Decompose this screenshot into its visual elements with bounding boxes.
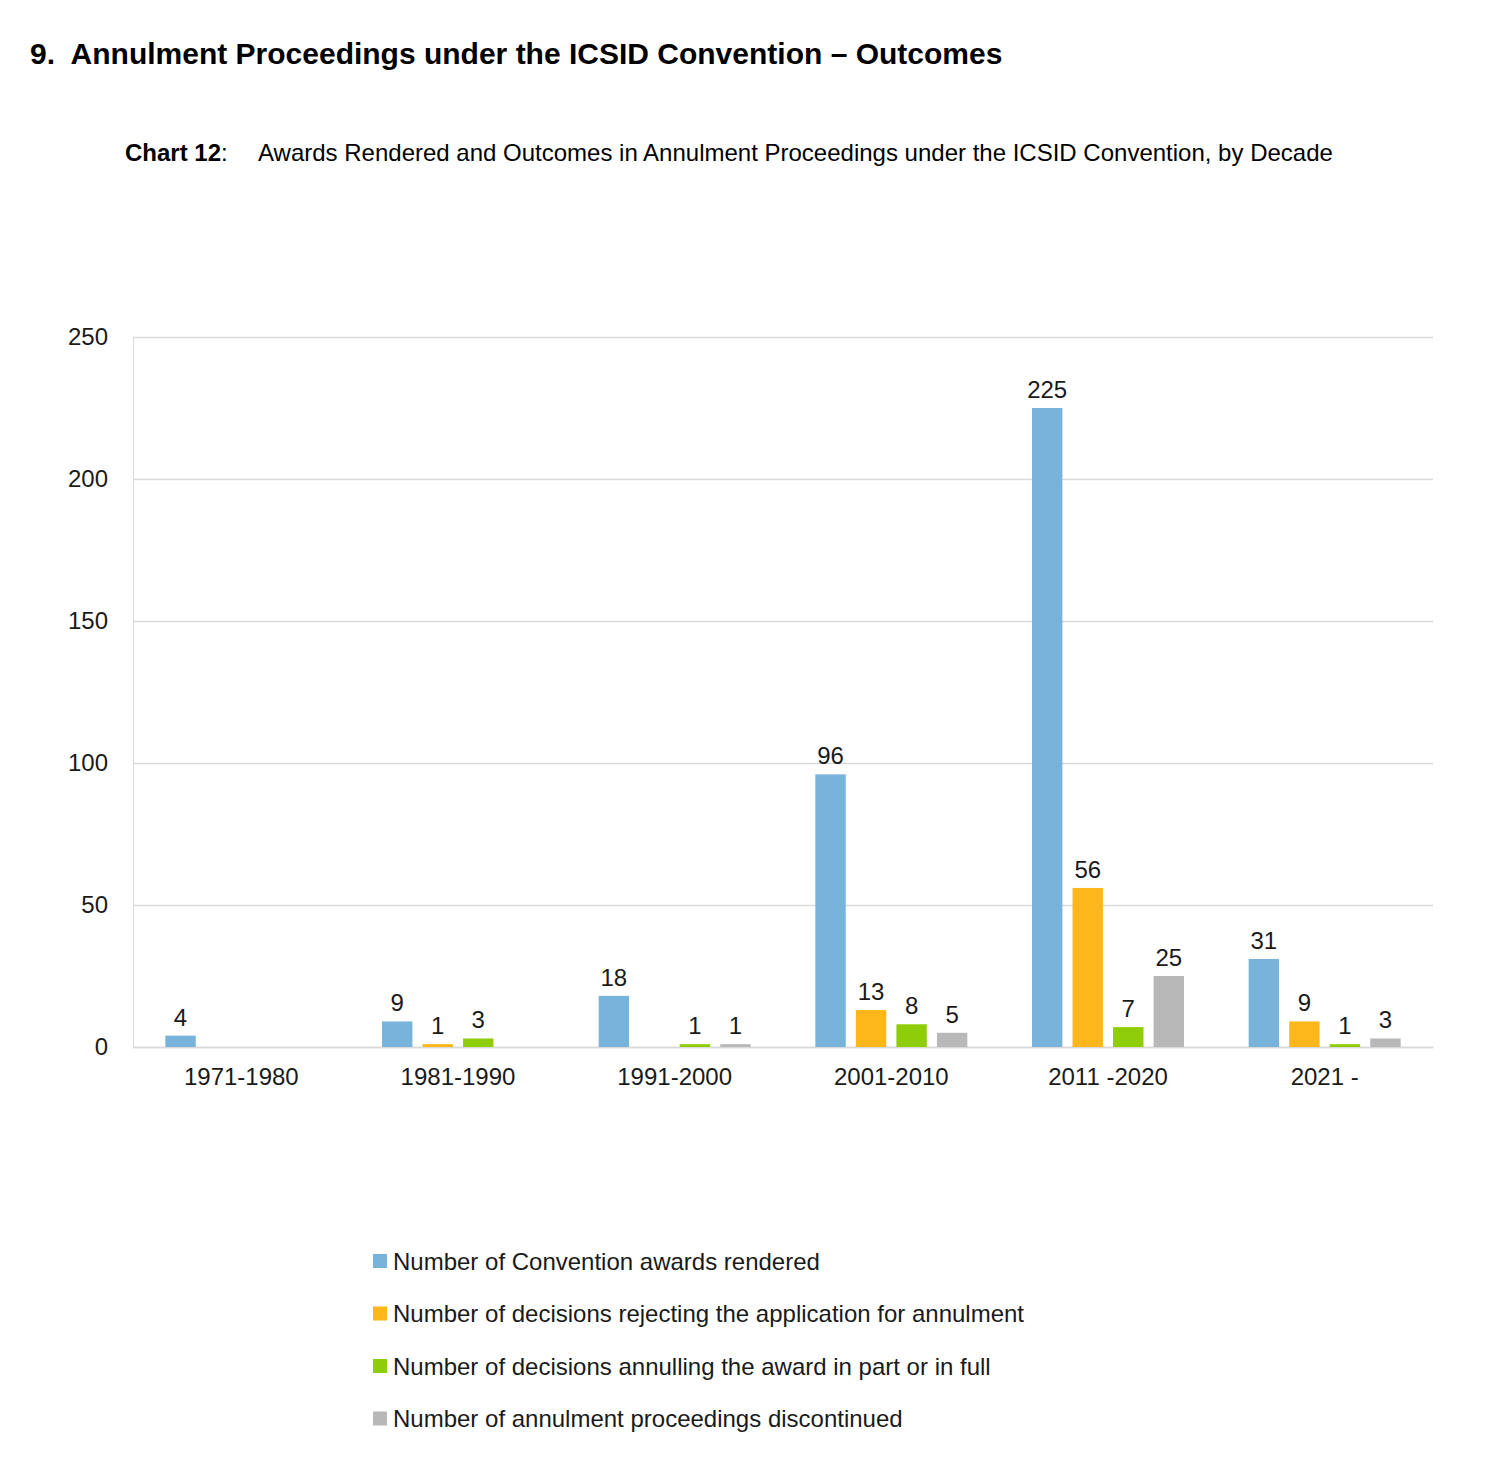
bar (1330, 1044, 1360, 1047)
y-tick: 150 (68, 607, 1433, 634)
y-tick-label: 150 (68, 607, 108, 634)
x-tick-label: 1971-1980 (184, 1063, 299, 1090)
x-tick-label: 2001-2010 (834, 1063, 949, 1090)
data-label: 1 (688, 1012, 701, 1039)
x-tick: 1981-1990 (401, 1047, 516, 1090)
chart-title-label: Chart 12: (125, 139, 228, 166)
bar (680, 1044, 710, 1047)
bar (1154, 976, 1184, 1047)
section-heading: 9. Annulment Proceedings under the ICSID… (30, 37, 1002, 70)
data-label: 56 (1074, 856, 1101, 883)
y-tick-label: 100 (68, 749, 108, 776)
legend-label: Number of annulment proceedings disconti… (393, 1405, 903, 1432)
legend-label: Number of decisions rejecting the applic… (393, 1300, 1024, 1327)
bar (896, 1024, 926, 1047)
grid-line (133, 905, 1433, 907)
y-axis-line (134, 338, 1434, 1048)
bar (165, 1036, 195, 1047)
data-label: 3 (1379, 1006, 1392, 1033)
data-label: 225 (1027, 376, 1067, 403)
x-tick: 1991-2000 (617, 1047, 732, 1090)
grid-line (133, 763, 1433, 765)
legend-swatch (373, 1254, 387, 1268)
data-label: 1 (431, 1012, 444, 1039)
y-tick: 50 (81, 891, 1433, 918)
y-tick: 100 (68, 749, 1433, 776)
y-axis: 0 50 100 150 200 250 (68, 323, 1433, 1060)
data-label: 1 (1338, 1012, 1351, 1039)
y-tick: 0 (95, 1033, 1433, 1060)
data-label: 31 (1251, 927, 1278, 954)
data-label: 96 (817, 742, 844, 769)
y-tick-label: 50 (81, 891, 108, 918)
y-tick-label: 250 (68, 323, 108, 350)
data-label: 7 (1122, 995, 1135, 1022)
grid-line (133, 479, 1433, 481)
bar (1370, 1038, 1400, 1047)
x-tick: 2021 - (1291, 1047, 1359, 1090)
bar (937, 1033, 967, 1047)
legend-label: Number of Convention awards rendered (393, 1248, 820, 1275)
legend-label: Number of decisions annulling the award … (393, 1353, 991, 1380)
legend: Number of Convention awards rendered Numb… (373, 1248, 1024, 1433)
grid-line (133, 1047, 1433, 1049)
bar (1289, 1021, 1319, 1047)
y-tick: 250 (68, 323, 1433, 350)
bars (165, 408, 1400, 1047)
data-label: 9 (391, 989, 404, 1016)
legend-swatch (373, 1307, 387, 1321)
x-tick: 2011 -2020 (1048, 1047, 1168, 1090)
data-labels: 491896225311135693187115253 (174, 376, 1392, 1039)
data-label: 9 (1298, 989, 1311, 1016)
x-tick-label: 2021 - (1291, 1063, 1359, 1090)
data-label: 8 (905, 992, 918, 1019)
x-axis: 1971-1980 1981-1990 1991-2000 2001-2010 2011… (134, 1047, 1434, 1090)
y-tick-label: 0 (95, 1033, 108, 1060)
bar (1073, 888, 1103, 1047)
data-label: 25 (1155, 944, 1182, 971)
data-label: 13 (858, 978, 885, 1005)
x-tick: 2001-2010 (834, 1047, 949, 1090)
grid-line (133, 337, 1433, 339)
bar (720, 1044, 750, 1047)
data-label: 3 (472, 1006, 485, 1033)
bar (1249, 959, 1279, 1047)
x-axis-line (134, 1047, 1434, 1049)
grid-line (133, 621, 1433, 623)
bar (815, 774, 845, 1047)
x-tick-label: 2011 -2020 (1048, 1063, 1168, 1090)
x-tick-label: 1991-2000 (617, 1063, 732, 1090)
bar (599, 996, 629, 1047)
data-label: 5 (945, 1001, 958, 1028)
bar (463, 1038, 493, 1047)
x-tick: 1971-1980 (184, 1047, 299, 1090)
bar (423, 1044, 453, 1047)
legend-swatch (373, 1359, 387, 1373)
legend-swatch (373, 1412, 387, 1426)
x-tick-label: 1981-1990 (401, 1063, 516, 1090)
bar (856, 1010, 886, 1047)
y-tick: 200 (68, 465, 1433, 492)
data-label: 1 (729, 1012, 742, 1039)
bar (1032, 408, 1062, 1047)
bar (382, 1021, 412, 1047)
data-label: 4 (174, 1004, 187, 1031)
y-tick-label: 200 (68, 465, 108, 492)
chart-title: Awards Rendered and Outcomes in Annulmen… (258, 139, 1333, 166)
data-label: 18 (601, 964, 628, 991)
chart: 9. Annulment Proceedings under the ICSID… (0, 0, 1504, 1476)
bar (1113, 1027, 1143, 1047)
